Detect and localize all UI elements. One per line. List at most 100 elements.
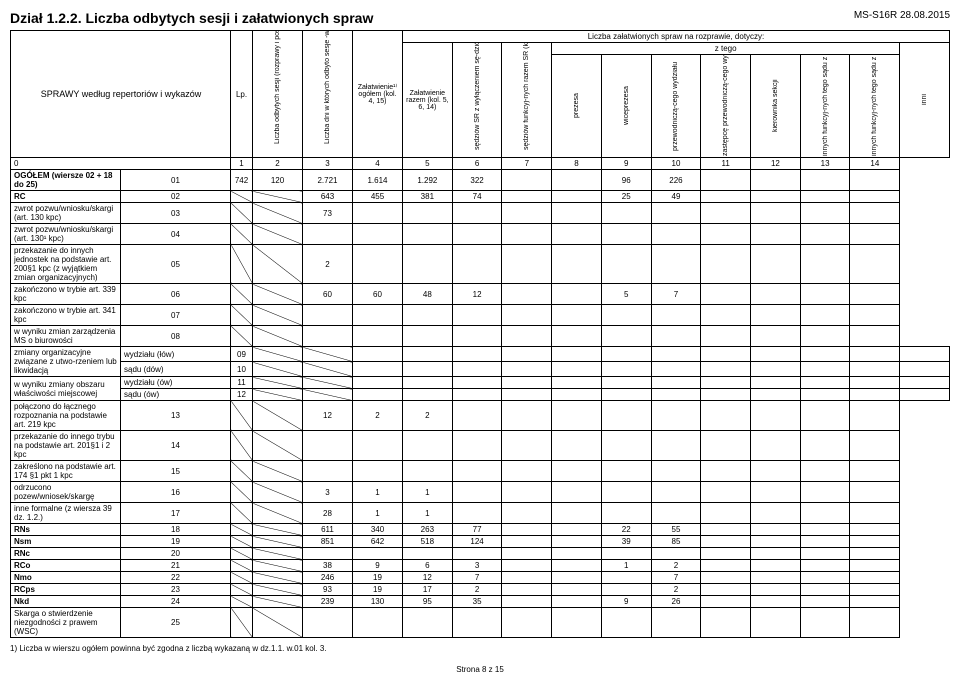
cell: 2 (403, 401, 453, 431)
cell (502, 608, 552, 638)
cell: 96 (601, 170, 651, 191)
row-label: w wyniku zmian zarządzenia MS o biurowoś… (11, 326, 121, 347)
cell (253, 326, 303, 347)
table-row: Skarga o stwierdzenie niezgodności z pra… (11, 608, 950, 638)
cell (701, 377, 751, 389)
cell (552, 347, 602, 362)
cell (701, 524, 751, 536)
row-lp: 25 (121, 608, 231, 638)
cell: 93 (303, 584, 353, 596)
row-sublabel: sądu (ów) (121, 389, 231, 401)
cell (303, 389, 353, 401)
row-lp: 18 (121, 524, 231, 536)
cell (502, 170, 552, 191)
cell (651, 203, 701, 224)
cell: 60 (303, 284, 353, 305)
cell (552, 245, 602, 284)
row-label: zakończono w trybie art. 339 kpc (11, 284, 121, 305)
cell (502, 191, 552, 203)
cell (601, 401, 651, 431)
cell: 77 (452, 524, 502, 536)
cell: 12 (403, 572, 453, 584)
row-label: zwrot pozwu/wniosku/skargi (art. 130¹ kp… (11, 224, 121, 245)
cell (231, 224, 253, 245)
cell: 12 (303, 401, 353, 431)
cell (651, 326, 701, 347)
row-lp: 03 (121, 203, 231, 224)
cell (452, 389, 502, 401)
th-c3: Liczba dni w których odbyto sesje -wokan… (303, 31, 353, 158)
cell (231, 461, 253, 482)
cell (651, 224, 701, 245)
table-row: zakończono w trybie art. 339 kpc06606048… (11, 284, 950, 305)
cell (601, 461, 651, 482)
cell (231, 431, 253, 461)
cell (253, 284, 303, 305)
cell (403, 389, 453, 401)
table-row: RCo213896312 (11, 560, 950, 572)
cell (502, 389, 552, 401)
cell (850, 482, 900, 503)
col-num: 7 (502, 158, 552, 170)
cell (552, 548, 602, 560)
cell (231, 284, 253, 305)
cell (452, 608, 502, 638)
th-c5: Załatwienie razem (kol. 5, 6, 14) (403, 43, 453, 158)
row-lp: 22 (121, 572, 231, 584)
th-ztego: z tego (552, 43, 900, 55)
cell (850, 305, 900, 326)
table-row: zakończono w trybie art. 341 kpc07 (11, 305, 950, 326)
cell (452, 401, 502, 431)
cell (253, 347, 303, 362)
cell (502, 548, 552, 560)
cell (552, 461, 602, 482)
cell (552, 170, 602, 191)
cell (452, 326, 502, 347)
cell (850, 389, 900, 401)
row-sublabel: wydziału (ów) (121, 377, 231, 389)
cell (502, 245, 552, 284)
cell: 6 (403, 560, 453, 572)
cell: 74 (452, 191, 502, 203)
cell (751, 524, 801, 536)
col-num: 11 (701, 158, 751, 170)
row-label: przekazanie do innych jednostek na podst… (11, 245, 121, 284)
cell (502, 284, 552, 305)
cell (850, 362, 900, 377)
th-c6: sędziów SR z wyłączeniem sę-dziów funkcy… (452, 43, 502, 158)
row-lp: 14 (121, 431, 231, 461)
cell: 39 (601, 536, 651, 548)
cell (800, 461, 850, 482)
row-lp: 09 (231, 347, 253, 362)
th-c14: innych funkcyj-nych tego sądu z innych p… (850, 55, 900, 158)
cell (701, 536, 751, 548)
th-c12: kierownika sekcji (751, 55, 801, 158)
row-label: RC (11, 191, 121, 203)
cell (552, 608, 602, 638)
cell (231, 326, 253, 347)
cell (701, 560, 751, 572)
main-table: SPRAWY według repertoriów i wykazów Lp. … (10, 30, 950, 638)
cell: 246 (303, 572, 353, 584)
cell (552, 584, 602, 596)
cell (651, 431, 701, 461)
cell (353, 461, 403, 482)
cell (800, 572, 850, 584)
row-label: zakończono w trybie art. 341 kpc (11, 305, 121, 326)
cell: 340 (353, 524, 403, 536)
cell (651, 482, 701, 503)
cell (751, 305, 801, 326)
footnote: 1) Liczba w wierszu ogółem powinna być z… (10, 644, 950, 653)
cell (552, 572, 602, 584)
cell: 26 (651, 596, 701, 608)
cell: 12 (452, 284, 502, 305)
table-row: RCps2393191722 (11, 584, 950, 596)
cell (850, 284, 900, 305)
cell (552, 389, 602, 401)
table-row: sądu (ów)12 (11, 389, 950, 401)
cell (701, 584, 751, 596)
cell (601, 503, 651, 524)
cell: 643 (303, 191, 353, 203)
table-row: zakreślono na podstawie art. 174 §1 pkt … (11, 461, 950, 482)
cell (452, 548, 502, 560)
